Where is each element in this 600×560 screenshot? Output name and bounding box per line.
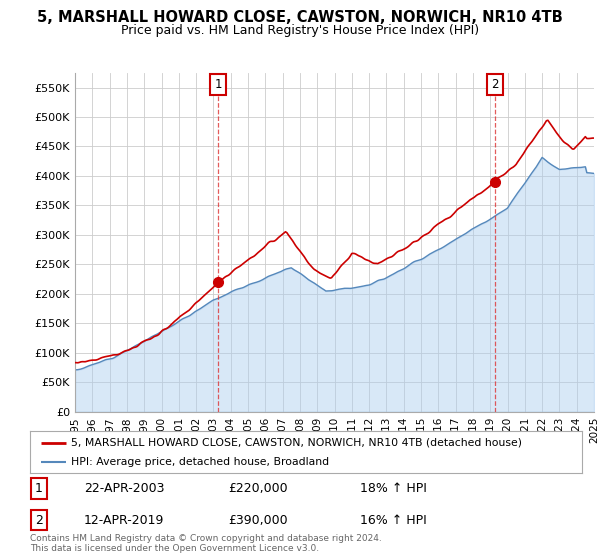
Text: 18% ↑ HPI: 18% ↑ HPI — [360, 482, 427, 495]
Text: £220,000: £220,000 — [228, 482, 287, 495]
Text: 16% ↑ HPI: 16% ↑ HPI — [360, 514, 427, 527]
Text: £390,000: £390,000 — [228, 514, 287, 527]
Text: Price paid vs. HM Land Registry's House Price Index (HPI): Price paid vs. HM Land Registry's House … — [121, 24, 479, 36]
Text: 2: 2 — [491, 78, 499, 91]
Text: 1: 1 — [214, 78, 222, 91]
Text: Contains HM Land Registry data © Crown copyright and database right 2024.
This d: Contains HM Land Registry data © Crown c… — [30, 534, 382, 553]
Text: HPI: Average price, detached house, Broadland: HPI: Average price, detached house, Broa… — [71, 457, 329, 467]
Text: 5, MARSHALL HOWARD CLOSE, CAWSTON, NORWICH, NR10 4TB: 5, MARSHALL HOWARD CLOSE, CAWSTON, NORWI… — [37, 10, 563, 25]
Text: 22-APR-2003: 22-APR-2003 — [84, 482, 164, 495]
Text: 5, MARSHALL HOWARD CLOSE, CAWSTON, NORWICH, NR10 4TB (detached house): 5, MARSHALL HOWARD CLOSE, CAWSTON, NORWI… — [71, 437, 523, 447]
Text: 12-APR-2019: 12-APR-2019 — [84, 514, 164, 527]
Text: 1: 1 — [35, 482, 43, 495]
Text: 2: 2 — [35, 514, 43, 527]
